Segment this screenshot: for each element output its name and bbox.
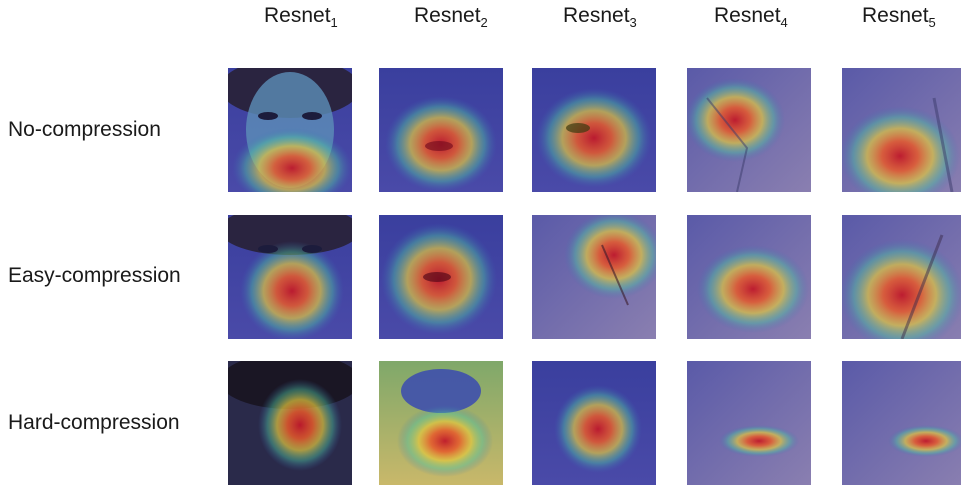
heatmap-tile-hard-compression-resnet5 xyxy=(842,361,961,485)
heatmap-tile-no-compression-resnet5 xyxy=(842,68,961,192)
column-header-base: Resnet xyxy=(862,4,929,27)
column-header-subscript: 1 xyxy=(330,15,338,30)
heatmap-tile-easy-compression-resnet2 xyxy=(379,215,503,339)
column-header-base: Resnet xyxy=(714,4,781,27)
row-label-hard-compression: Hard-compression xyxy=(8,411,180,434)
column-header-subscript: 4 xyxy=(780,15,788,30)
column-header-resnet2: Resnet2 xyxy=(414,4,488,30)
column-header-resnet5: Resnet5 xyxy=(862,4,936,30)
row-label-easy-compression: Easy-compression xyxy=(8,264,181,287)
column-header-subscript: 5 xyxy=(928,15,936,30)
column-header-base: Resnet xyxy=(264,4,331,27)
column-header-resnet3: Resnet3 xyxy=(563,4,637,30)
heatmap-tile-hard-compression-resnet3 xyxy=(532,361,656,485)
column-header-base: Resnet xyxy=(414,4,481,27)
heatmap-tile-hard-compression-resnet1 xyxy=(228,361,352,485)
column-header-subscript: 3 xyxy=(629,15,637,30)
heatmap-tile-easy-compression-resnet1 xyxy=(228,215,352,339)
heatmap-tile-hard-compression-resnet4 xyxy=(687,361,811,485)
column-header-resnet4: Resnet4 xyxy=(714,4,788,30)
heatmap-tile-no-compression-resnet3 xyxy=(532,68,656,192)
column-header-base: Resnet xyxy=(563,4,630,27)
heatmap-tile-hard-compression-resnet2 xyxy=(379,361,503,485)
heatmap-tile-easy-compression-resnet5 xyxy=(842,215,961,339)
heatmap-tile-no-compression-resnet4 xyxy=(687,68,811,192)
column-header-resnet1: Resnet1 xyxy=(264,4,338,30)
heatmap-tile-easy-compression-resnet3 xyxy=(532,215,656,339)
heatmap-tile-no-compression-resnet1 xyxy=(228,68,352,192)
heatmap-tile-no-compression-resnet2 xyxy=(379,68,503,192)
row-label-no-compression: No-compression xyxy=(8,118,161,141)
column-header-subscript: 2 xyxy=(480,15,488,30)
heatmap-tile-easy-compression-resnet4 xyxy=(687,215,811,339)
